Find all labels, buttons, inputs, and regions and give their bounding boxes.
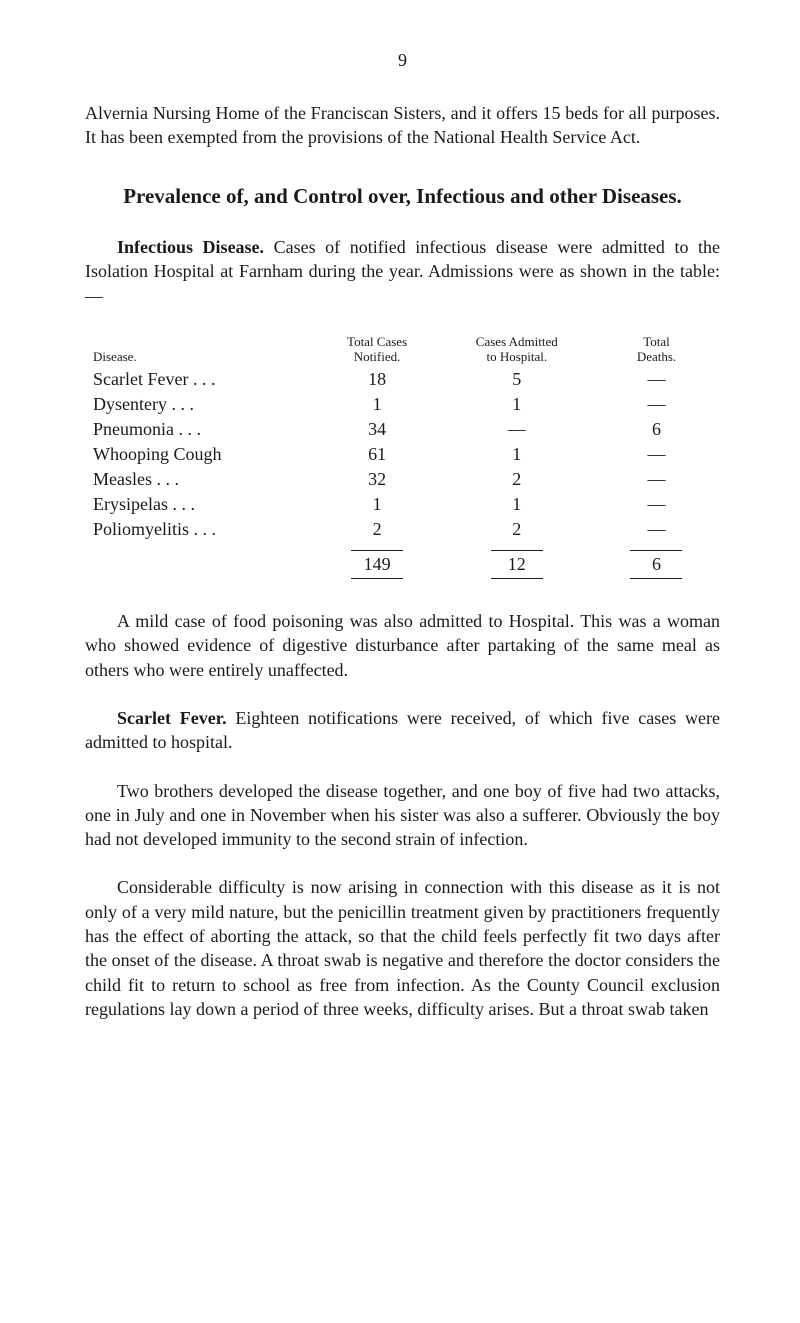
disease-name: Whooping Cough [93,444,222,464]
table-header-row: Disease. Total Cases Notified. Cases Adm… [85,332,720,367]
disease-name: Erysipelas [93,494,168,514]
notified-value: 61 [351,444,403,465]
dots: . . . [179,419,219,440]
deaths-value: — [641,369,671,390]
disease-name: Poliomyelitis [93,519,189,539]
deaths-value: — [641,494,671,515]
notified-value: 34 [351,419,403,440]
deaths-value: — [641,394,671,415]
scarlet-fever-paragraph: Scarlet Fever. Eighteen notifications we… [85,706,720,755]
notified-value: 18 [351,369,403,390]
total-notified: 149 [351,550,403,579]
page-number: 9 [85,50,720,71]
document-page: 9 Alvernia Nursing Home of the Francisca… [0,0,800,1323]
deaths-value: — [641,444,671,465]
th-deaths: Total Deaths. [593,332,720,367]
dots: . . . [193,369,233,390]
admitted-value: — [502,419,532,440]
two-brothers-paragraph: Two brothers developed the disease toget… [85,779,720,852]
admitted-value: 2 [491,519,543,540]
table-row: Poliomyelitis . . . 2 2 — [85,517,720,542]
table-total-row: 149 12 6 [85,542,720,585]
table-row: Whooping Cough 61 1 — [85,442,720,467]
notified-value: 2 [351,519,403,540]
total-admitted: 12 [491,550,543,579]
section-title: Prevalence of, and Control over, Infecti… [85,182,720,211]
th-notified: Total Cases Notified. [314,332,441,367]
scarlet-fever-heading: Scarlet Fever. [117,708,227,728]
admitted-value: 1 [491,394,543,415]
deaths-value: — [641,519,671,540]
notified-value: 32 [351,469,403,490]
table-row: Dysentery . . . 1 1 — [85,392,720,417]
table-row: Erysipelas . . . 1 1 — [85,492,720,517]
admitted-value: 2 [491,469,543,490]
mild-case-paragraph: A mild case of food poisoning was also a… [85,609,720,682]
admitted-value: 1 [491,494,543,515]
infectious-paragraph: Infectious Disease. Cases of notified in… [85,235,720,308]
disease-name: Measles [93,469,152,489]
disease-name: Scarlet Fever [93,369,188,389]
dots: . . . [194,519,234,540]
th-admitted: Cases Admitted to Hospital. [441,332,593,367]
table-row: Measles . . . 32 2 — [85,467,720,492]
table-row: Pneumonia . . . 34 — 6 [85,417,720,442]
admitted-value: 5 [491,369,543,390]
considerable-paragraph: Considerable difficulty is now arising i… [85,875,720,1021]
intro-paragraph: Alvernia Nursing Home of the Franciscan … [85,101,720,150]
disease-table: Disease. Total Cases Notified. Cases Adm… [85,332,720,585]
infectious-heading: Infectious Disease. [117,237,264,257]
deaths-value: — [641,469,671,490]
dots: . . . [171,394,211,415]
total-deaths: 6 [630,550,682,579]
disease-name: Dysentery [93,394,167,414]
dots: . . . [156,469,196,490]
table-body: Scarlet Fever . . . 18 5 — Dysentery . .… [85,367,720,585]
admitted-value: 1 [491,444,543,465]
dots: . . . [172,494,212,515]
table-row: Scarlet Fever . . . 18 5 — [85,367,720,392]
disease-name: Pneumonia [93,419,174,439]
deaths-value: 6 [630,419,682,440]
notified-value: 1 [351,494,403,515]
notified-value: 1 [351,394,403,415]
th-disease: Disease. [85,332,314,367]
